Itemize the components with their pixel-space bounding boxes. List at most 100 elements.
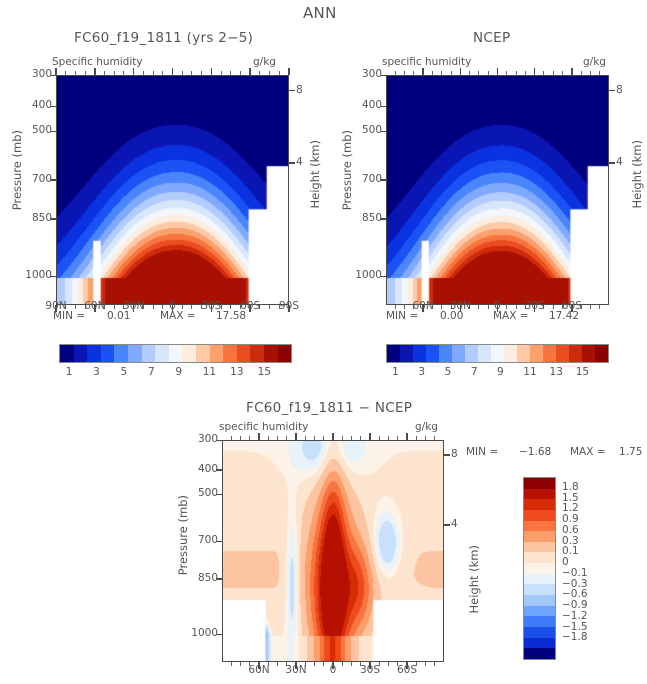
colorbar-swatch	[413, 345, 426, 362]
lat-minor-tick-top	[413, 71, 415, 75]
lat-minor-tick-top	[323, 436, 325, 440]
panel-model-pressure-axis-label: Pressure (mb)	[10, 130, 24, 211]
lat-minor-tick-top	[369, 436, 371, 440]
lat-minor-tick	[422, 305, 424, 309]
lat-tick-top	[288, 68, 290, 75]
pressure-tick	[50, 275, 56, 278]
lat-minor-tick	[543, 305, 545, 309]
lat-minor-tick-top	[450, 71, 452, 75]
lat-minor-tick-top	[332, 436, 334, 440]
colorbar-swatch	[439, 345, 452, 362]
colorbar-obs	[386, 344, 609, 363]
lat-minor-tick-top	[191, 71, 193, 75]
lat-tick	[288, 305, 290, 312]
colorbar-tick-label: 3	[93, 366, 100, 378]
plot-model-specific-humidity	[56, 75, 289, 305]
colorbar-swatch	[524, 520, 555, 532]
lat-minor-tick-top	[589, 71, 591, 75]
lat-minor-tick-top	[181, 71, 183, 75]
lat-minor-tick-top	[230, 436, 232, 440]
lat-minor-tick-top	[113, 71, 115, 75]
lat-minor-tick-top	[434, 436, 436, 440]
lat-minor-tick	[415, 662, 417, 666]
lat-minor-tick-top	[524, 71, 526, 75]
lat-minor-tick	[589, 305, 591, 309]
lat-minor-tick	[524, 305, 526, 309]
lat-minor-tick	[259, 305, 261, 309]
colorbar-swatch	[524, 552, 555, 564]
colorbar-swatch	[524, 478, 555, 489]
panel-obs-variable-label: specific humidity	[382, 56, 472, 68]
pressure-tick-label: 1000	[191, 627, 218, 640]
plot-difference-specific-humidity	[222, 440, 444, 662]
lat-minor-tick	[269, 305, 271, 309]
lat-minor-tick-top	[240, 436, 241, 440]
height-tick	[444, 524, 450, 526]
lat-minor-tick-top	[249, 436, 251, 440]
colorbar-swatch	[556, 345, 569, 362]
colorbar-swatch	[250, 345, 264, 362]
pressure-tick-label: 500	[361, 124, 382, 137]
lat-minor-tick-top	[360, 436, 362, 440]
lat-tick-label: 0	[329, 664, 337, 676]
lat-minor-tick-top	[351, 436, 352, 440]
lat-minor-tick-top	[230, 71, 232, 75]
panel-obs-max-value: 17.42	[549, 310, 580, 322]
lat-minor-tick	[388, 662, 389, 666]
lat-minor-tick	[487, 305, 489, 309]
height-tick-label: 8	[616, 83, 623, 96]
colorbar-tick-label: −0.9	[562, 599, 588, 612]
lat-minor-tick	[378, 662, 380, 666]
colorbar-tick-label: 1	[392, 366, 399, 378]
lat-minor-tick	[84, 305, 86, 309]
lat-minor-tick	[369, 662, 371, 666]
lat-minor-tick-top	[599, 71, 601, 75]
panel-obs-min-value: 0.00	[440, 310, 464, 322]
lat-minor-tick-top	[133, 71, 135, 75]
colorbar-tick-label: 5	[444, 366, 452, 378]
colorbar-tick-label: 0.1	[562, 545, 579, 558]
pressure-tick-label: 500	[197, 487, 218, 500]
lat-minor-tick-top	[580, 71, 582, 75]
colorbar-swatch	[524, 499, 555, 510]
height-tick-label: 4	[451, 517, 458, 530]
lat-minor-tick	[341, 662, 343, 666]
lat-minor-tick	[249, 305, 251, 309]
lat-minor-tick-top	[487, 71, 489, 75]
colorbar-tick-label: 15	[257, 366, 271, 378]
lat-minor-tick	[74, 305, 76, 309]
colorbar-tick-label: −1.2	[562, 609, 588, 622]
lat-minor-tick	[152, 305, 154, 309]
pressure-tick	[380, 105, 386, 107]
colorbar-swatch	[236, 345, 251, 362]
lat-minor-tick	[425, 662, 426, 666]
lat-minor-tick-top	[267, 436, 269, 440]
colorbar-model	[59, 344, 292, 363]
colorbar-tick-label: 11	[202, 366, 217, 378]
lat-minor-tick-top	[431, 71, 433, 75]
colorbar-tick-label: 1	[65, 366, 73, 378]
pressure-tick-label: 850	[197, 571, 218, 584]
lat-minor-tick-top	[94, 71, 96, 75]
lat-minor-tick-top	[277, 436, 278, 440]
lat-minor-tick	[332, 662, 334, 666]
colorbar-swatch	[114, 345, 128, 362]
lat-minor-tick	[469, 305, 471, 309]
pressure-tick-label: 400	[31, 99, 52, 112]
lat-minor-tick-top	[534, 71, 536, 75]
lat-tick-label: 60N	[248, 664, 270, 676]
lat-minor-tick-top	[314, 436, 315, 440]
lat-minor-tick-top	[394, 71, 396, 75]
colorbar-tick-label: 7	[147, 366, 155, 378]
panel-model-variable-label: Specific humidity	[52, 56, 143, 68]
lat-minor-tick	[441, 305, 443, 309]
lat-minor-tick-top	[515, 71, 517, 75]
colorbar-swatch	[387, 345, 400, 362]
lat-minor-tick-top	[422, 71, 424, 75]
lat-minor-tick	[360, 662, 362, 666]
lat-minor-tick	[459, 305, 461, 309]
lat-minor-tick-top	[210, 71, 212, 75]
colorbar-swatch	[543, 345, 556, 362]
colorbar-tick-label: 0	[562, 556, 569, 569]
lat-minor-tick	[497, 305, 498, 309]
